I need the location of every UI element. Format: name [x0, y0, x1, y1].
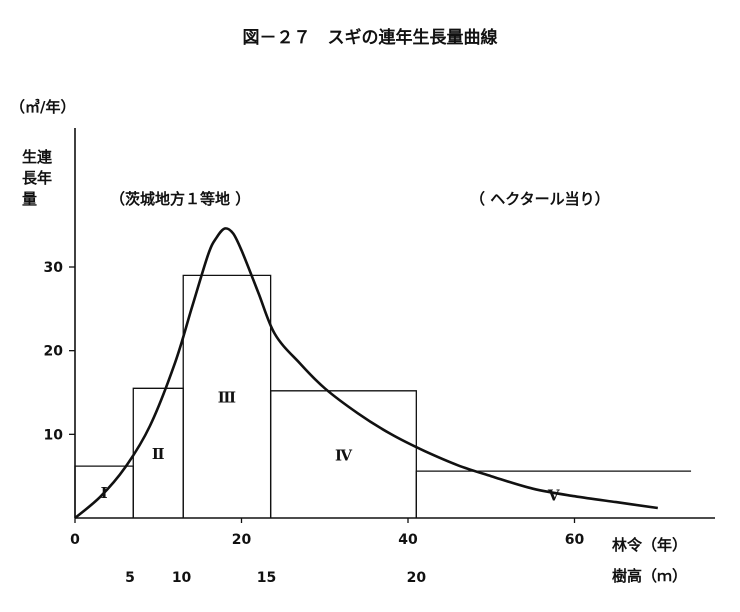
x-axis-label-age: 林令（年）	[612, 536, 687, 554]
stage-bar-5	[415, 470, 692, 518]
annotation-region: （茨城地方１等地 ）	[110, 190, 250, 208]
height-ticks: 5 10 15 20	[125, 570, 426, 586]
height-tick-label-15: 15	[257, 570, 276, 586]
stage-label-3: Ⅲ	[218, 389, 236, 407]
y-label-line-2: 長年	[22, 169, 52, 187]
x-tick-label-40: 40	[398, 532, 418, 548]
x-tick-label-60: 60	[565, 532, 585, 548]
y-label-line-3: 量	[22, 190, 37, 208]
y-tick-label-10: 10	[44, 427, 64, 443]
stage-label-5: Ⅴ	[547, 487, 560, 505]
stage-bar-4	[269, 390, 417, 518]
x-tick-label-0: 0	[70, 532, 80, 548]
y-label-line-1: 生連	[22, 148, 53, 166]
annotation-per-hectare: （ ヘクタール当り）	[470, 190, 610, 208]
y-tick-label-30: 30	[44, 260, 64, 276]
height-tick-label-10: 10	[172, 570, 192, 586]
height-tick-label-20: 20	[407, 570, 427, 586]
unit-label: （㎥/年）	[10, 98, 75, 116]
growth-curve	[74, 227, 658, 520]
stage-label-4: Ⅳ	[335, 446, 353, 464]
stage-label-2: Ⅱ	[152, 445, 165, 463]
x-ticks: 0 20 40 60	[70, 518, 584, 548]
x-tick-label-20: 20	[232, 532, 252, 548]
y-ticks: 10 20 30	[44, 260, 75, 443]
height-tick-label-5: 5	[125, 570, 135, 586]
y-tick-label-20: 20	[44, 344, 64, 360]
growth-curve-layer	[74, 227, 658, 520]
chart-title: 図－２７ スギの連年生長量曲線	[243, 27, 498, 48]
x-axis-label-height: 樹高（ｍ）	[612, 567, 687, 585]
